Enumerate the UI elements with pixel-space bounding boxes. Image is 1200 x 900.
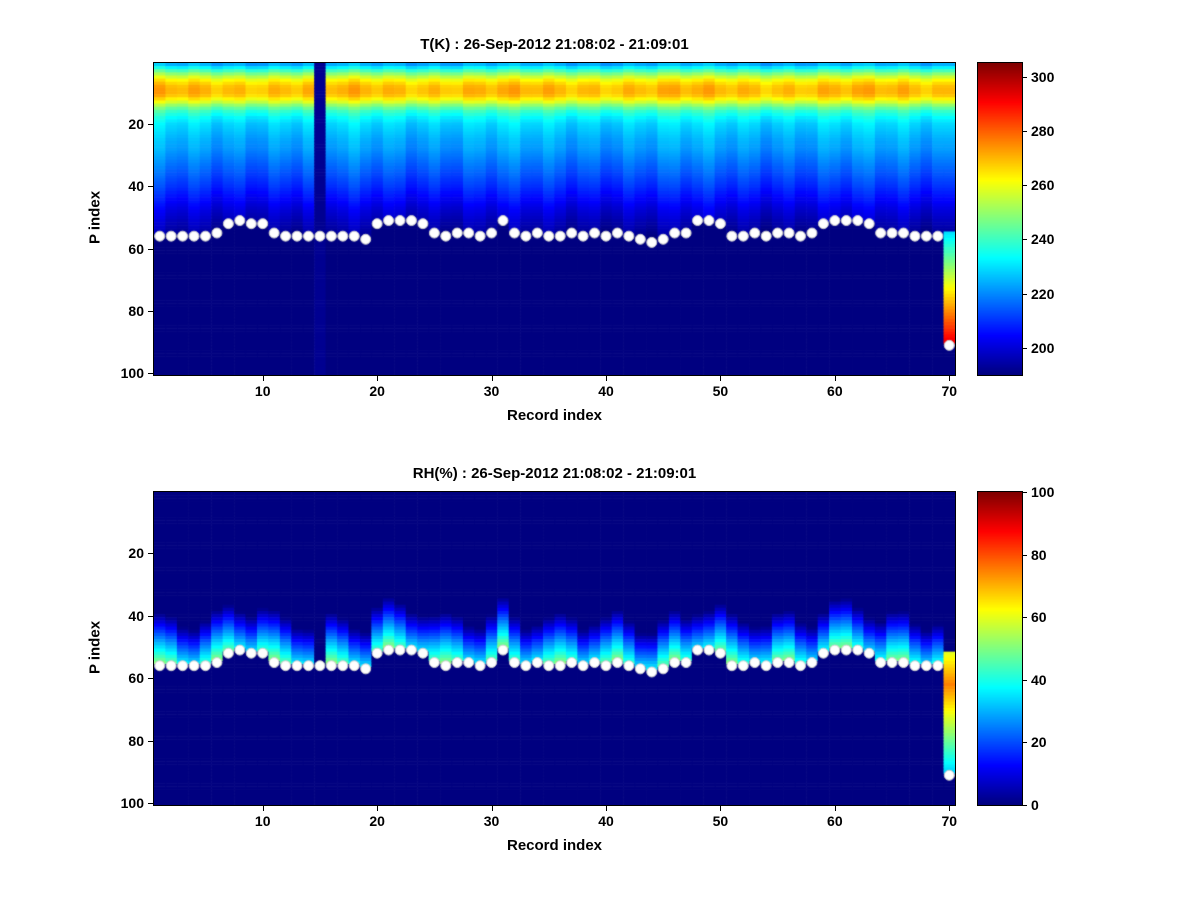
tick-mark <box>1023 554 1027 556</box>
y-tick-label: 100 <box>120 795 144 812</box>
tick-mark <box>1023 492 1027 493</box>
colorbar-tick-label: 200 <box>1031 339 1055 356</box>
tick-mark <box>1023 347 1027 349</box>
y-axis-label: P index <box>86 620 104 674</box>
colorbar-tick-label: 0 <box>1031 797 1039 813</box>
x-tick-label: 60 <box>827 383 843 399</box>
tick-mark <box>148 123 153 125</box>
chart-title: RH(%) : 26-Sep-2012 21:08:02 - 21:09:01 <box>412 465 697 482</box>
tick-mark <box>377 806 379 811</box>
colorbar <box>977 491 1023 806</box>
tick-mark <box>1023 805 1027 806</box>
x-tick-label: 40 <box>598 383 614 399</box>
tick-mark <box>148 803 153 805</box>
colorbar-tick-label: 220 <box>1031 285 1055 302</box>
tick-mark <box>148 186 153 188</box>
heatmap-canvas <box>153 491 956 806</box>
colorbar-tick-label: 80 <box>1031 546 1047 563</box>
colorbar-tick-label: 20 <box>1031 734 1047 751</box>
x-tick-label: 10 <box>254 383 271 399</box>
y-tick-label: 60 <box>128 670 144 687</box>
tick-mark <box>1023 617 1027 619</box>
tick-mark <box>148 740 153 742</box>
tick-mark <box>1023 130 1027 132</box>
x-tick-label: 50 <box>712 383 729 399</box>
tick-mark <box>262 376 264 381</box>
tick-mark <box>262 806 264 811</box>
tick-mark <box>491 806 493 811</box>
colorbar-tick-label: 280 <box>1031 122 1055 139</box>
tick-mark <box>148 615 153 617</box>
y-tick-label: 100 <box>120 365 144 382</box>
tick-mark <box>720 806 722 811</box>
x-tick-label: 70 <box>941 813 958 829</box>
x-tick-label: 20 <box>369 383 385 399</box>
chart-title: T(K) : 26-Sep-2012 21:08:02 - 21:09:01 <box>420 36 689 53</box>
y-tick-label: 40 <box>128 178 144 195</box>
x-axis-label: Record index <box>506 837 603 854</box>
tick-mark <box>148 678 153 680</box>
tick-mark <box>1023 185 1027 187</box>
tick-mark <box>949 376 951 381</box>
colorbar-tick-label: 300 <box>1031 68 1055 85</box>
x-tick-label: 10 <box>254 813 271 829</box>
y-tick-label: 20 <box>128 115 144 132</box>
tick-mark <box>377 376 379 381</box>
tick-mark <box>148 373 153 375</box>
x-tick-label: 70 <box>941 383 958 399</box>
tick-mark <box>1023 76 1027 78</box>
heatmap-canvas <box>153 62 956 376</box>
x-tick-label: 30 <box>483 813 500 829</box>
colorbar-tick-label: 40 <box>1031 671 1047 688</box>
tick-mark <box>834 376 836 381</box>
colorbar-tick-label: 240 <box>1031 231 1055 248</box>
tick-mark <box>148 553 153 555</box>
tick-mark <box>491 376 493 381</box>
x-tick-label: 40 <box>598 813 614 829</box>
y-axis-label: P index <box>86 190 104 245</box>
tick-mark <box>949 806 951 811</box>
x-tick-label: 60 <box>827 813 843 829</box>
tick-mark <box>1023 679 1027 681</box>
tick-mark <box>605 376 607 381</box>
tick-mark <box>605 806 607 811</box>
tick-mark <box>148 311 153 313</box>
colorbar-tick-label: 260 <box>1031 177 1055 194</box>
colorbar-tick-label: 100 <box>1031 484 1055 500</box>
x-tick-label: 20 <box>369 813 385 829</box>
tick-mark <box>1023 742 1027 744</box>
x-tick-label: 50 <box>712 813 729 829</box>
colorbar-tick-label: 60 <box>1031 609 1047 626</box>
x-tick-label: 30 <box>483 383 500 399</box>
tick-mark <box>834 806 836 811</box>
y-tick-label: 60 <box>128 240 144 257</box>
tick-mark <box>148 248 153 250</box>
y-tick-label: 80 <box>128 303 144 320</box>
tick-mark <box>1023 239 1027 241</box>
y-tick-label: 20 <box>128 545 144 562</box>
tick-mark <box>720 376 722 381</box>
colorbar <box>977 62 1023 376</box>
y-tick-label: 40 <box>128 607 144 624</box>
tick-mark <box>1023 293 1027 295</box>
x-axis-label: Record index <box>506 407 603 424</box>
y-tick-label: 80 <box>128 732 144 749</box>
